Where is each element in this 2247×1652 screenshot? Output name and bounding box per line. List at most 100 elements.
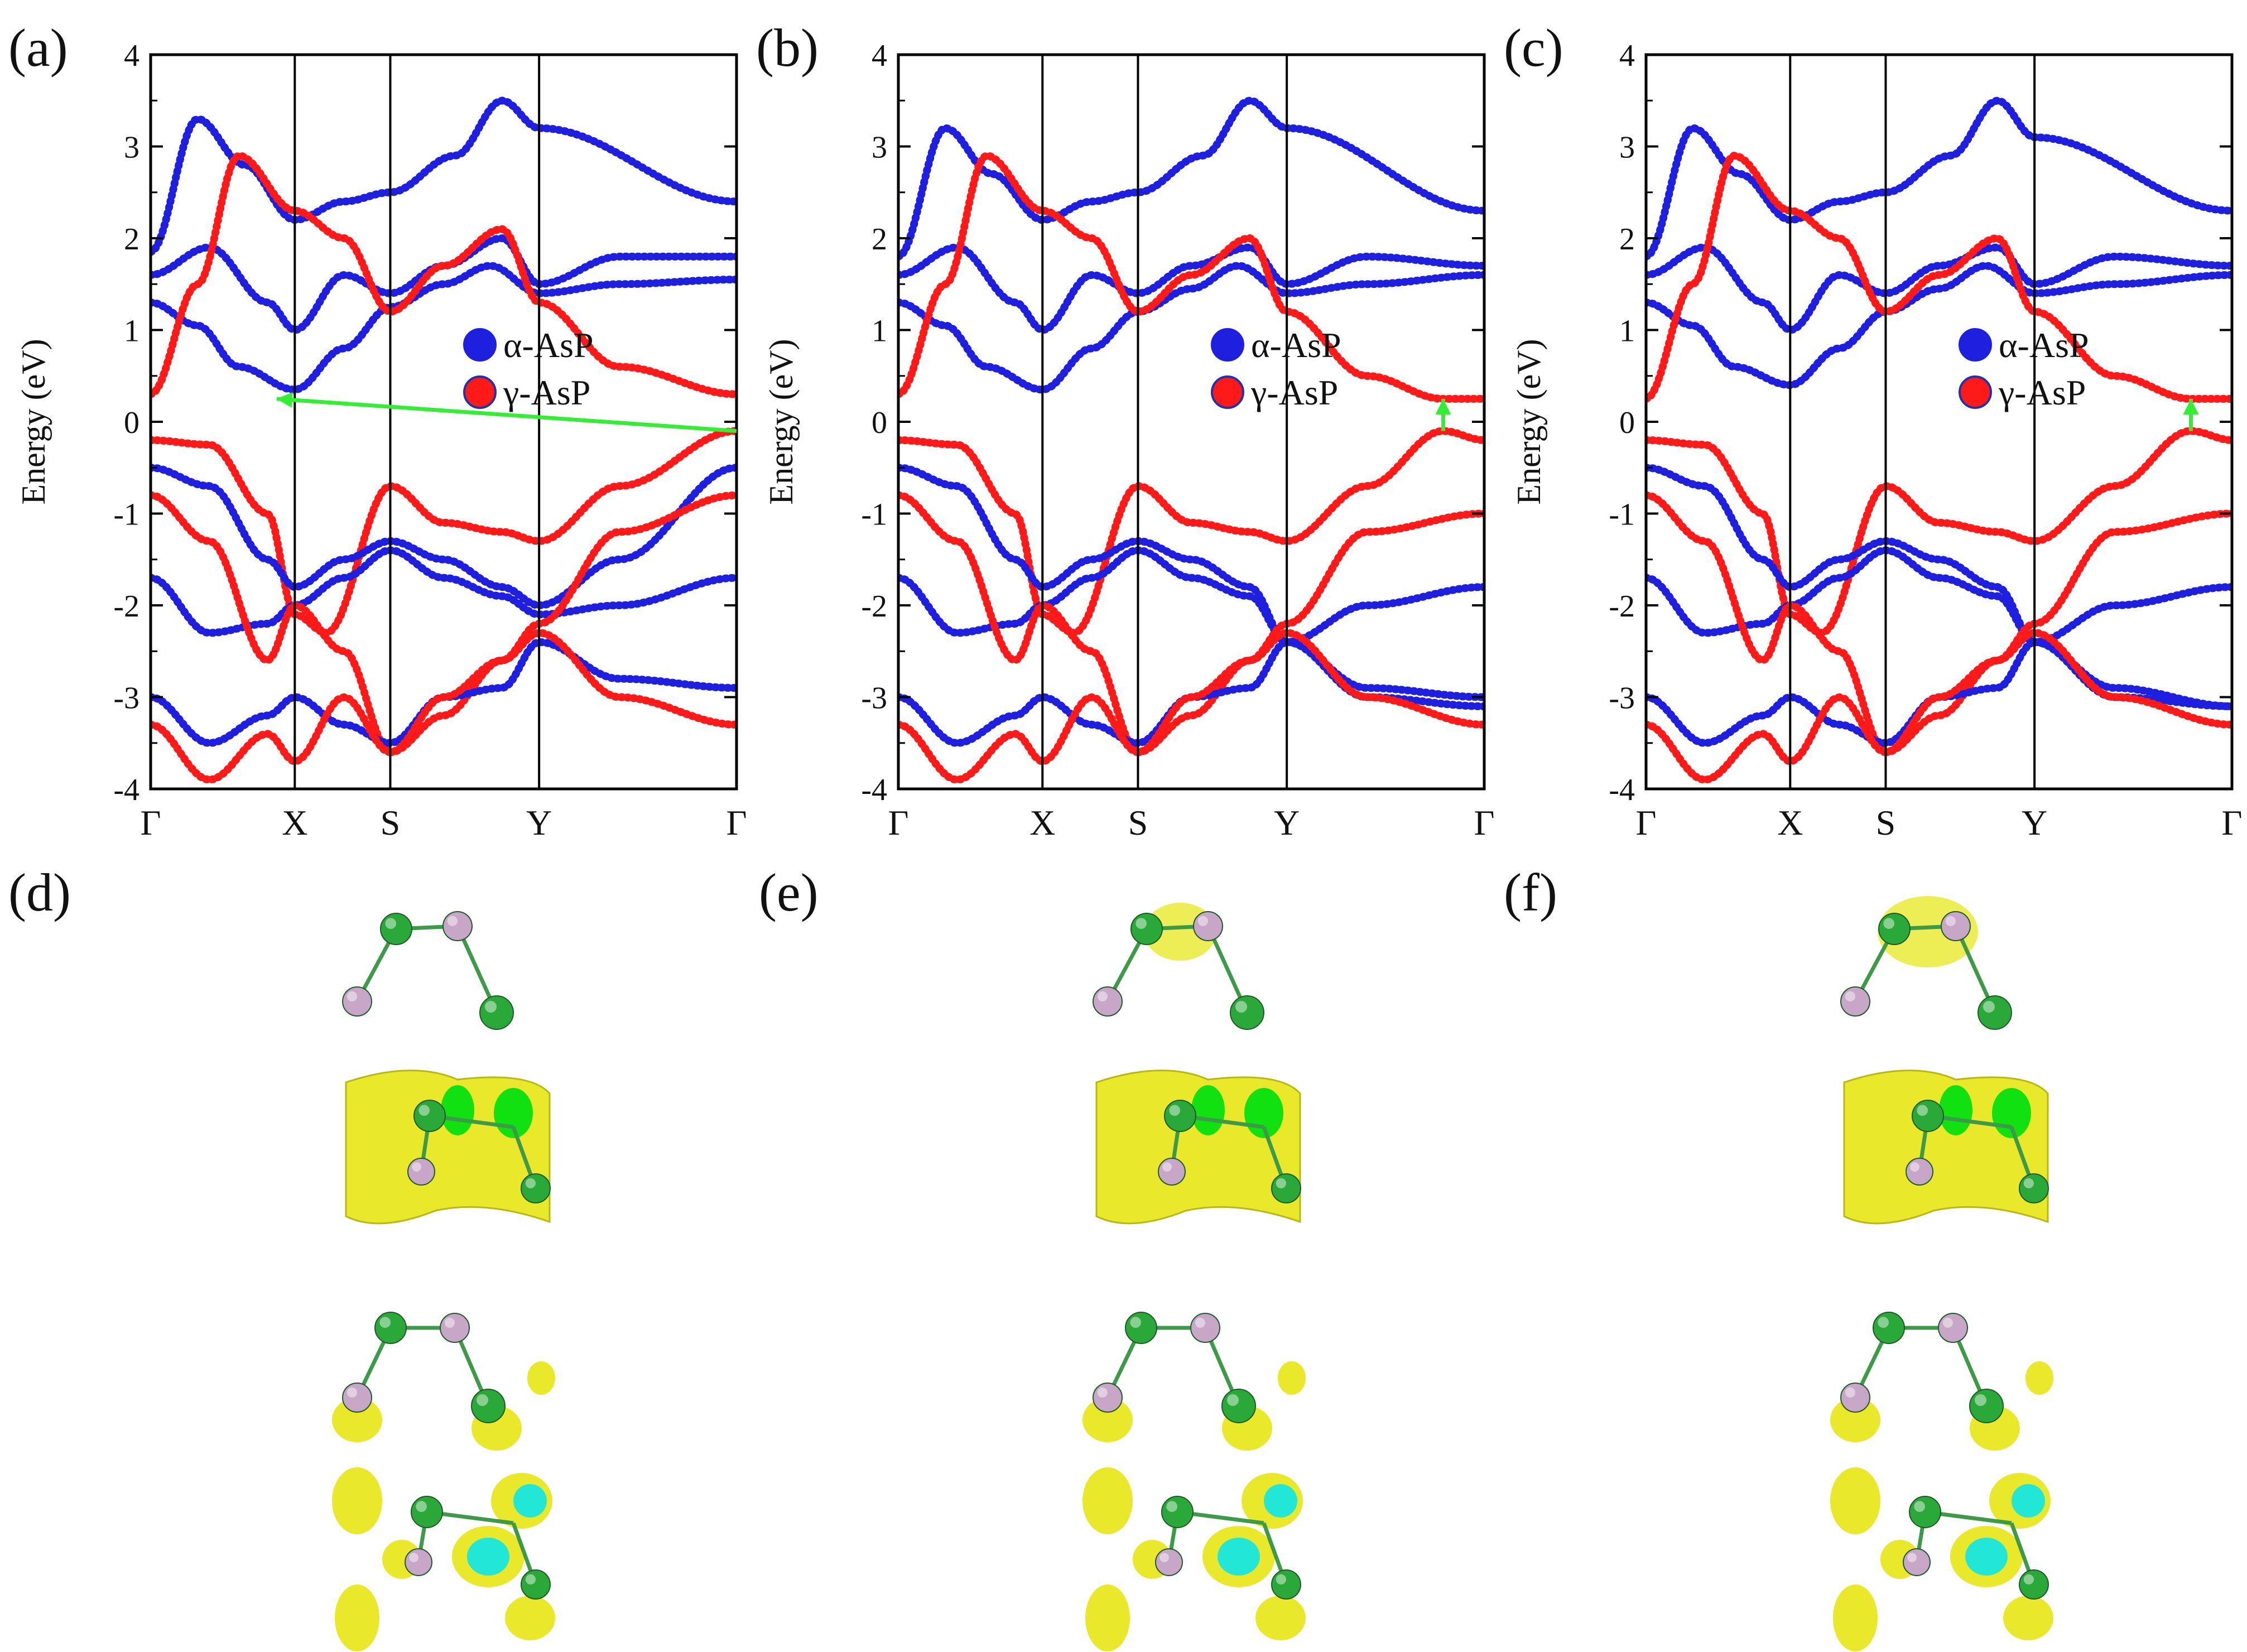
legend-label: γ-AsP <box>1998 373 2086 412</box>
band-line-core <box>1646 153 2232 401</box>
isosurface-inner <box>467 1538 509 1576</box>
isosurface <box>1830 1398 1880 1442</box>
band-line-core <box>1646 548 2232 709</box>
kpoint-label: X <box>282 803 307 842</box>
isosurface <box>2025 1361 2053 1395</box>
legend-label: γ-AsP <box>503 373 590 412</box>
atom-highlight <box>485 1001 497 1013</box>
y-tick-label: 3 <box>1619 131 1635 165</box>
isosurface <box>1082 1398 1133 1442</box>
band-line-core <box>898 493 1484 754</box>
legend-label: α-AsP <box>503 325 594 365</box>
structure-panel: (f) <box>1504 863 2053 1651</box>
isosurface <box>1278 1361 1306 1395</box>
atom-highlight <box>525 1574 536 1584</box>
atom-highlight <box>525 1178 536 1188</box>
y-tick-label: -2 <box>1609 589 1635 624</box>
isosurface <box>527 1361 555 1395</box>
atom-highlight <box>1235 1001 1247 1013</box>
molecule-topview-2 <box>1830 1467 2053 1651</box>
atom-highlight <box>447 916 458 926</box>
y-tick-label: -1 <box>861 498 887 532</box>
atom-highlight <box>1162 1162 1172 1172</box>
transition-arrow-head <box>276 392 293 408</box>
atom-highlight <box>347 1387 358 1398</box>
band-line-core <box>151 98 737 254</box>
atom <box>1130 913 1163 945</box>
atom-highlight <box>1135 918 1147 929</box>
atom <box>442 911 473 941</box>
bands <box>898 97 1484 784</box>
charge-density-structures: (d) (e) (f) <box>8 863 2053 1651</box>
y-tick-label: -3 <box>861 681 887 716</box>
kpoint-label: Γ <box>1636 803 1657 842</box>
band-line-core <box>151 465 737 608</box>
atom <box>1093 986 1123 1017</box>
legend-marker <box>1211 375 1244 409</box>
atom <box>2019 1173 2049 1203</box>
band-panel: (c) -4 -3 -2 -1 0 1 2 3 4 Energy (eV) Γ X S Y Γα-AsP γ-A… <box>1504 18 2243 842</box>
isosurface <box>335 1584 379 1651</box>
transition-arrow-head <box>2183 398 2199 415</box>
isosurface-inner <box>1965 1538 2008 1576</box>
y-tick-label: 1 <box>872 314 887 349</box>
legend-label: α-AsP <box>1251 325 1341 365</box>
band-line-core <box>151 493 737 754</box>
atom <box>380 913 412 945</box>
atom <box>1271 1569 1301 1600</box>
band-structure-charts: (a) -4 -3 -2 -1 0 1 2 3 4 Energy (eV) Γ X S Y Γα-AsP γ-A… <box>8 18 2243 842</box>
atom <box>1221 1389 1256 1423</box>
atom-highlight <box>1845 1387 1855 1398</box>
atom-highlight <box>1227 1394 1239 1406</box>
legend-label: γ-AsP <box>1250 373 1338 412</box>
atom <box>1840 1383 1870 1413</box>
atom-highlight <box>1197 916 1208 926</box>
atom <box>479 995 514 1030</box>
atom-highlight <box>1945 916 1956 926</box>
atom <box>2019 1569 2049 1600</box>
y-tick-label: 0 <box>1619 406 1635 440</box>
atom <box>1161 1496 1194 1528</box>
y-tick-label: -3 <box>1609 681 1635 716</box>
atom-highlight <box>1907 1553 1917 1563</box>
y-tick-label: -1 <box>1609 498 1635 532</box>
isosurface <box>1830 1467 1880 1534</box>
atom <box>1164 1100 1196 1132</box>
band-line-core <box>151 630 737 782</box>
band-line-core <box>151 153 737 397</box>
y-tick-label: 3 <box>872 131 887 165</box>
y-tick-label: 4 <box>1619 38 1635 73</box>
atom-highlight <box>385 918 396 929</box>
isosurface-inner <box>513 1484 547 1518</box>
kpoint-label: S <box>1876 803 1896 842</box>
atom-highlight <box>1910 1162 1920 1172</box>
y-axis-label: Energy (eV) <box>15 339 52 504</box>
kpoint-label: Γ <box>1474 803 1495 842</box>
panel-label: (a) <box>8 18 68 78</box>
atom-highlight <box>1276 1574 1286 1584</box>
atom-highlight <box>1159 1553 1170 1563</box>
atom-highlight <box>379 1317 391 1328</box>
y-tick-label: 1 <box>1619 314 1635 349</box>
plot-frame <box>1644 53 2234 791</box>
isosurface <box>1082 1467 1133 1534</box>
y-tick-label: 4 <box>124 38 139 73</box>
atom <box>342 1383 372 1413</box>
isosurface <box>505 1596 555 1640</box>
atom-highlight <box>1097 991 1108 1001</box>
panel-label: (d) <box>8 863 71 922</box>
y-axis-label: Energy (eV) <box>763 339 800 504</box>
kpoint-label: Γ <box>888 803 909 842</box>
atom <box>1230 995 1264 1030</box>
y-tick-label: 4 <box>872 38 887 73</box>
y-tick-label: 3 <box>124 131 139 165</box>
band-line-core <box>1646 493 2232 754</box>
atom-highlight <box>1878 1317 1889 1328</box>
kpoint-label: Y <box>2022 803 2047 842</box>
atom <box>1158 1158 1186 1186</box>
atom <box>374 1312 407 1344</box>
atom <box>1878 913 1911 945</box>
atom <box>1093 1383 1123 1413</box>
atom <box>440 1313 470 1343</box>
